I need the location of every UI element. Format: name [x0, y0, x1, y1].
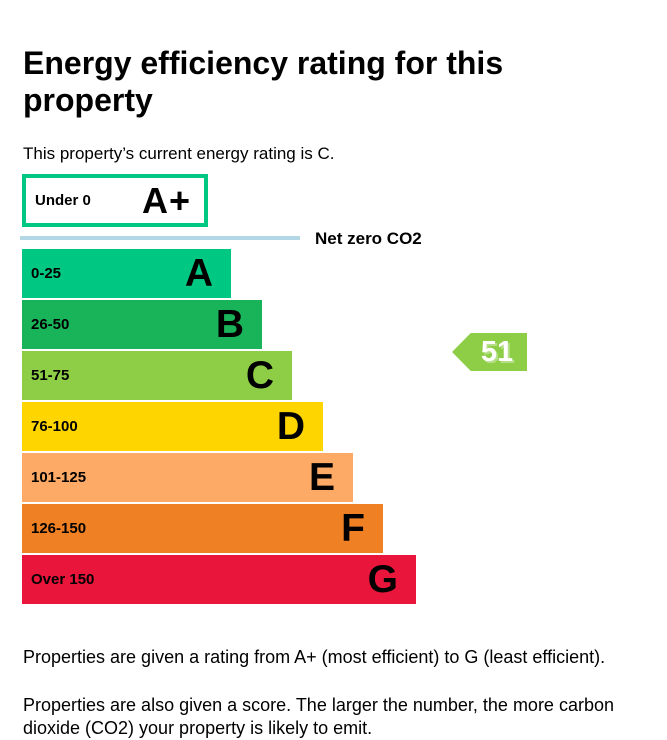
band-range-label: 51-75: [31, 367, 70, 384]
page-title: Energy efficiency rating for this proper…: [23, 45, 504, 119]
footer-para-1: Properties are given a rating from A+ (m…: [23, 647, 606, 667]
band-range-label: 76-100: [31, 418, 78, 435]
band-row-f: 126-150 F: [22, 504, 383, 553]
band-letter: E: [308, 456, 335, 499]
band-letter: A: [184, 252, 213, 295]
rating-score: 51: [480, 335, 514, 368]
footer-para-2: Properties are also given a score. The l…: [23, 695, 614, 738]
current-rating-pointer: 51: [452, 333, 527, 371]
band-letter: G: [367, 558, 398, 601]
band-range-label: 126-150: [31, 520, 87, 537]
band-row-b: 26-50 B: [22, 300, 262, 349]
band-letter: F: [341, 507, 365, 550]
band-range-label: 0-25: [31, 265, 62, 282]
net-zero-label: Net zero CO2: [315, 229, 422, 248]
band-letter: C: [245, 354, 274, 397]
band-letter: D: [276, 405, 305, 448]
band-row-e: 101-125 E: [22, 453, 353, 502]
band-range-label: Over 150: [31, 571, 95, 588]
band-range-label: 101-125: [31, 469, 87, 486]
band-row-c: 51-75 C: [22, 351, 292, 400]
band-letter: B: [215, 303, 244, 346]
band-row-a: 0-25 A: [22, 249, 231, 298]
band-range-label: 26-50: [31, 316, 70, 333]
page-subtitle: This property’s current energy rating is…: [23, 144, 335, 163]
band-letter: A+: [141, 179, 191, 221]
net-zero-line: [20, 236, 300, 240]
band-row-g: Over 150 G: [22, 555, 416, 604]
band-range-label: Under 0: [35, 192, 91, 209]
band-a-plus: Under 0 A+: [22, 174, 208, 227]
rating-bands: 0-25 A 26-50 B 51-75 C 76-100 D 101-125 E 126-150 F…: [22, 249, 442, 605]
band-row-d: 76-100 D: [22, 402, 323, 451]
